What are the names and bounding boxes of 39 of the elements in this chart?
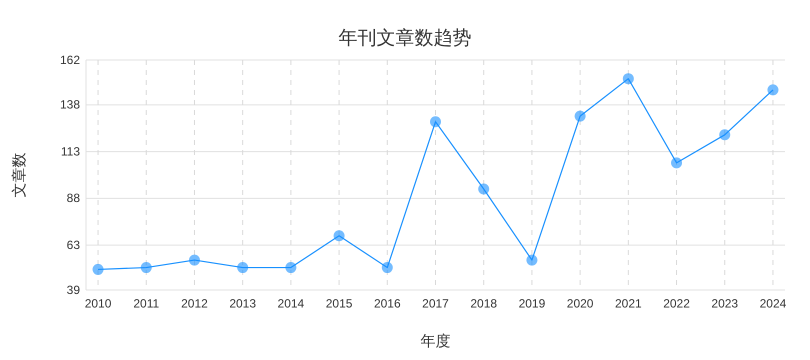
point [574,110,586,122]
y-tick-label: 88 [66,191,80,206]
point [767,84,778,96]
x-tick-label: 2014 [278,296,305,311]
x-tick-label: 2022 [663,296,690,311]
point [237,262,248,274]
point [285,262,296,274]
point [622,73,634,84]
y-tick-label: 113 [60,144,80,158]
x-tick-label: 2020 [566,296,594,311]
x-tick-label: 2016 [374,296,401,311]
x-axis-title: 年度 [420,332,450,350]
point [719,129,730,140]
point [188,254,200,266]
point [430,116,441,128]
y-tick-label: 39 [66,282,80,297]
y-tick-label: 162 [60,52,80,67]
x-tick-label: 2018 [470,296,498,311]
x-tick-label: 2023 [711,296,738,311]
chart-title: 年刊文章数趋势 [338,27,472,49]
x-tick-label: 2017 [422,296,450,311]
x-tick-label: 2015 [326,296,353,311]
point [671,157,682,168]
x-tick-label: 2019 [518,296,546,311]
x-tick-label: 2021 [614,296,642,311]
point [526,254,538,266]
y-axis-title: 文章数 [10,152,28,198]
x-tick-label: 2024 [760,296,787,311]
point [382,262,393,274]
point [92,264,104,275]
point [334,230,345,242]
y-tick-label: 138 [60,98,80,112]
point [478,184,490,195]
y-tick-label: 63 [66,238,80,252]
x-tick-label: 2012 [181,296,208,311]
x-tick-label: 2011 [133,296,160,311]
x-tick-label: 2010 [84,296,112,311]
x-tick-label: 2013 [229,296,256,311]
point [140,262,152,274]
